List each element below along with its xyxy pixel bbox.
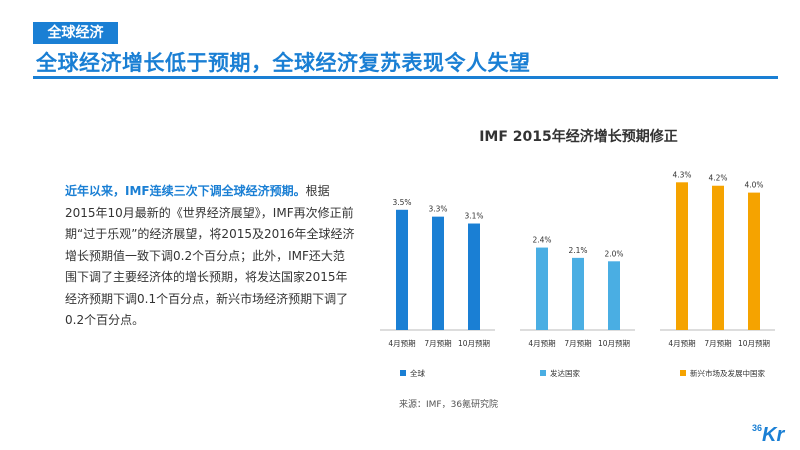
x-tick-label: 4月预期 xyxy=(528,338,555,348)
x-tick-label: 4月预期 xyxy=(388,338,415,348)
logo-number: 36 xyxy=(752,423,763,433)
source-note: 来源：IMF，36氪研究院 xyxy=(399,400,499,410)
legend-swatch xyxy=(540,370,546,376)
chart-title: IMF 2015年经济增长预期修正 xyxy=(479,129,678,145)
body-paragraph: 近年以来，IMF连续三次下调全球经济预期。根据2015年10月最新的《世界经济展… xyxy=(65,181,355,332)
x-tick-label: 7月预期 xyxy=(704,338,731,348)
headline-underline xyxy=(33,46,778,79)
body-lead: 近年以来，IMF连续三次下调全球经济预期。 xyxy=(65,184,306,198)
bar xyxy=(712,185,724,330)
x-tick-label: 10月预期 xyxy=(458,338,490,348)
data-label: 4.2% xyxy=(708,174,727,183)
legend-label: 发达国家 xyxy=(550,368,580,378)
bar xyxy=(536,247,548,330)
x-tick-label: 10月预期 xyxy=(598,338,630,348)
bar xyxy=(468,223,480,330)
bar xyxy=(572,257,584,330)
x-tick-label: 7月预期 xyxy=(424,338,451,348)
data-label: 4.3% xyxy=(672,170,691,179)
bar xyxy=(676,182,688,330)
legend-swatch xyxy=(400,370,406,376)
legend-swatch xyxy=(680,370,686,376)
legend-label: 全球 xyxy=(410,368,425,378)
bar xyxy=(748,192,760,330)
legend-label: 新兴市场及发展中国家 xyxy=(690,368,765,378)
data-label: 3.3% xyxy=(428,205,447,214)
data-label: 2.4% xyxy=(532,236,551,245)
data-label: 3.5% xyxy=(392,198,411,207)
section-tag: 全球经济 xyxy=(33,22,118,44)
data-label: 3.1% xyxy=(464,212,483,221)
brand-logo: 36Kr xyxy=(752,423,785,447)
bar xyxy=(608,261,620,330)
x-tick-label: 7月预期 xyxy=(564,338,591,348)
data-label: 4.0% xyxy=(744,181,763,190)
bar xyxy=(432,216,444,330)
data-label: 2.0% xyxy=(604,249,623,258)
logo-text: Kr xyxy=(762,424,785,446)
x-tick-label: 10月预期 xyxy=(738,338,770,348)
bar xyxy=(396,209,408,330)
x-tick-label: 4月预期 xyxy=(668,338,695,348)
page-headline: 全球经济增长低于预期，全球经济复苏表现令人失望 xyxy=(36,51,531,75)
data-label: 2.1% xyxy=(568,246,587,255)
body-rest: 根据2015年10月最新的《世界经济展望》，IMF再次修正前期“过于乐观”的经济… xyxy=(65,184,355,327)
